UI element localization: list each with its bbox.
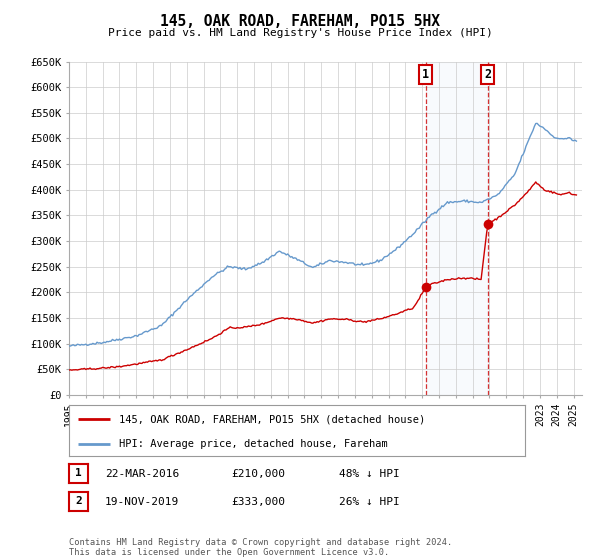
Text: 19-NOV-2019: 19-NOV-2019 (105, 497, 179, 507)
Text: 145, OAK ROAD, FAREHAM, PO15 5HX: 145, OAK ROAD, FAREHAM, PO15 5HX (160, 14, 440, 29)
Text: 145, OAK ROAD, FAREHAM, PO15 5HX (detached house): 145, OAK ROAD, FAREHAM, PO15 5HX (detach… (119, 414, 425, 424)
Text: 1: 1 (422, 68, 430, 81)
Text: Contains HM Land Registry data © Crown copyright and database right 2024.
This d: Contains HM Land Registry data © Crown c… (69, 538, 452, 557)
Bar (426, 62, 488, 395)
Text: Price paid vs. HM Land Registry's House Price Index (HPI): Price paid vs. HM Land Registry's House … (107, 28, 493, 38)
Text: 26% ↓ HPI: 26% ↓ HPI (339, 497, 400, 507)
Text: 48% ↓ HPI: 48% ↓ HPI (339, 469, 400, 479)
Text: 2: 2 (75, 497, 82, 506)
Text: HPI: Average price, detached house, Fareham: HPI: Average price, detached house, Fare… (119, 438, 388, 449)
Text: 22-MAR-2016: 22-MAR-2016 (105, 469, 179, 479)
Text: 2: 2 (484, 68, 491, 81)
Text: £333,000: £333,000 (231, 497, 285, 507)
Text: 1: 1 (75, 469, 82, 478)
Text: £210,000: £210,000 (231, 469, 285, 479)
